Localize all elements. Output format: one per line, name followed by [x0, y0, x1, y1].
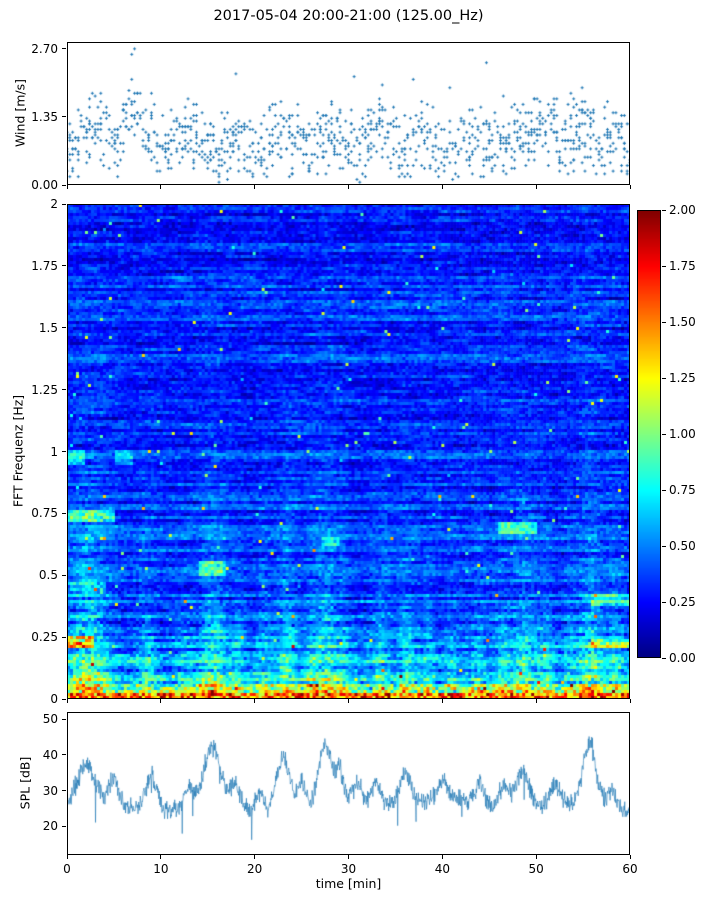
xtick-mark — [535, 699, 537, 703]
xtick-label: 50 — [528, 862, 544, 876]
xtick-mark — [629, 185, 631, 189]
wind-ytick-label: 0.00 — [31, 178, 58, 192]
colorbar-tick-mark — [662, 377, 666, 379]
xtick-mark — [254, 185, 256, 189]
spl-ytick-mark — [62, 825, 66, 827]
fft-ytick-mark — [62, 203, 66, 205]
xtick-label: 0 — [63, 862, 71, 876]
wind-ytick-mark — [62, 116, 66, 118]
chart-title: 2017-05-04 20:00-21:00 (125.00_Hz) — [213, 8, 484, 24]
xtick-mark — [441, 855, 443, 859]
fft-ytick-mark — [62, 265, 66, 267]
colorbar-tick-mark — [662, 433, 666, 435]
xtick-mark — [160, 699, 162, 703]
xtick-mark — [66, 185, 68, 189]
xtick-mark — [348, 699, 349, 703]
fft-ytick-label: 1.75 — [31, 258, 58, 273]
xtick-mark — [254, 855, 256, 859]
spl-ytick-label: 40 — [42, 747, 58, 762]
xtick-mark — [348, 185, 349, 189]
colorbar-tick-label: 0.00 — [669, 651, 696, 665]
xtick-label: 30 — [340, 862, 357, 876]
colorbar-tick-mark — [662, 209, 666, 211]
xtick-mark — [160, 185, 162, 189]
xtick-mark — [66, 699, 68, 703]
colorbar-tick-label: 0.25 — [669, 595, 696, 609]
colorbar-tick-label: 1.25 — [669, 371, 696, 385]
fft-ytick-mark — [62, 327, 66, 329]
fft-ytick-label: 0.75 — [31, 506, 58, 521]
colorbar-tick-label: 2.00 — [669, 203, 696, 217]
fft-ytick-mark — [62, 512, 66, 514]
fft-ytick-label: 0.5 — [38, 568, 58, 583]
colorbar-tick-mark — [662, 489, 666, 491]
colorbar-tick-mark — [662, 601, 666, 603]
spl-ytick-label: 20 — [42, 819, 58, 834]
spl-ytick-label: 30 — [42, 783, 58, 798]
spectrogram-canvas — [67, 204, 630, 699]
colorbar-tick-label: 1.75 — [669, 259, 696, 273]
colorbar-tick-mark — [662, 321, 666, 323]
xtick-label: 40 — [434, 862, 450, 876]
xtick-mark — [254, 699, 256, 703]
wind-ytick-mark — [62, 48, 66, 50]
spl-ytick-mark — [62, 718, 66, 720]
xtick-mark — [535, 185, 537, 189]
colorbar-gradient — [637, 210, 661, 658]
fft-ytick-label: 2 — [50, 197, 58, 211]
x-axis-label: time [min] — [315, 876, 382, 891]
colorbar-tick-label: 0.50 — [669, 539, 696, 553]
xtick-mark — [348, 855, 349, 859]
xtick-label: 10 — [153, 862, 169, 876]
colorbar-tick-label: 1.00 — [669, 427, 696, 441]
xtick-mark — [629, 699, 631, 703]
xtick-mark — [535, 855, 537, 859]
fft-ytick-label: 0 — [50, 692, 58, 706]
colorbar-tick-mark — [662, 545, 666, 547]
wind-ytick-label: 2.70 — [31, 41, 58, 56]
spl-ytick-mark — [62, 754, 66, 756]
fft-ytick-label: 1 — [50, 444, 58, 459]
wind-ytick-label: 1.35 — [31, 109, 58, 124]
colorbar-tick-mark — [662, 657, 666, 659]
wind-ytick-mark — [62, 184, 66, 186]
fft-ytick-label: 1.25 — [31, 382, 58, 397]
xtick-mark — [66, 855, 68, 859]
fft-ytick-mark — [62, 389, 66, 391]
fft-ytick-mark — [62, 636, 66, 638]
xtick-mark — [441, 185, 443, 189]
colorbar-tick-label: 0.75 — [669, 483, 696, 497]
fft-ytick-mark — [62, 698, 66, 700]
colorbar-tick-mark — [662, 265, 666, 267]
xtick-mark — [160, 855, 162, 859]
xtick-label: 60 — [622, 862, 638, 876]
xtick-mark — [629, 855, 631, 859]
colorbar-tick-label: 1.50 — [669, 315, 696, 329]
fft-ytick-label: 1.5 — [38, 320, 58, 335]
fft-ytick-mark — [62, 574, 66, 576]
fft-ytick-label: 0.25 — [31, 630, 58, 645]
spl-ytick-mark — [62, 790, 66, 792]
xtick-mark — [441, 699, 443, 703]
wind-scatter-canvas — [67, 42, 630, 185]
xtick-label: 20 — [247, 862, 263, 876]
spl-ytick-label: 50 — [42, 712, 58, 727]
spl-line-canvas — [67, 712, 630, 855]
fft-ytick-mark — [62, 451, 66, 452]
